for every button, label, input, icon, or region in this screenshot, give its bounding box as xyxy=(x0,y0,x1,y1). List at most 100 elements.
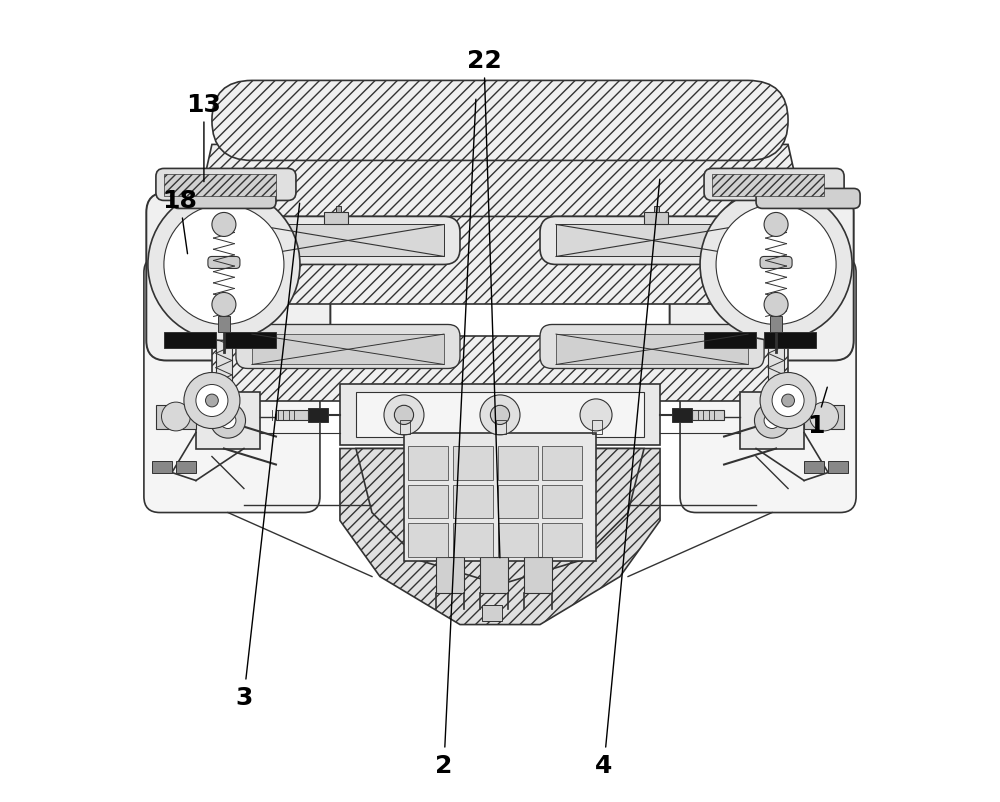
FancyBboxPatch shape xyxy=(172,189,276,209)
Bar xyxy=(252,225,444,257)
Bar xyxy=(336,207,341,213)
FancyBboxPatch shape xyxy=(144,257,320,513)
Bar xyxy=(498,523,538,557)
Circle shape xyxy=(164,205,284,325)
Bar xyxy=(498,447,538,480)
Bar xyxy=(453,485,493,518)
Bar xyxy=(340,385,660,445)
FancyBboxPatch shape xyxy=(146,193,330,361)
Bar xyxy=(756,301,796,321)
Text: 18: 18 xyxy=(162,189,197,254)
Bar xyxy=(308,408,328,423)
Circle shape xyxy=(764,293,788,317)
Bar xyxy=(556,225,748,257)
Circle shape xyxy=(212,293,236,317)
Bar xyxy=(436,557,464,593)
Bar xyxy=(712,175,824,197)
Bar xyxy=(654,207,659,213)
Bar xyxy=(764,333,816,349)
Bar xyxy=(196,393,260,449)
Circle shape xyxy=(162,403,190,431)
Polygon shape xyxy=(196,145,804,217)
Text: 13: 13 xyxy=(186,93,221,182)
Bar xyxy=(156,405,196,429)
Bar xyxy=(770,265,782,305)
FancyBboxPatch shape xyxy=(236,217,460,265)
Bar xyxy=(176,461,196,473)
Circle shape xyxy=(754,403,790,439)
Bar xyxy=(408,447,448,480)
Bar xyxy=(496,420,506,435)
Bar xyxy=(408,523,448,557)
Bar xyxy=(480,557,508,593)
Circle shape xyxy=(764,413,780,429)
Bar xyxy=(828,461,848,473)
Polygon shape xyxy=(196,217,804,305)
Circle shape xyxy=(212,213,236,237)
FancyBboxPatch shape xyxy=(704,169,844,201)
FancyBboxPatch shape xyxy=(670,193,854,361)
Bar xyxy=(152,461,172,473)
Bar xyxy=(592,420,602,435)
Bar xyxy=(276,411,308,420)
Text: 4: 4 xyxy=(595,180,660,776)
FancyBboxPatch shape xyxy=(680,257,856,513)
Bar xyxy=(252,334,444,365)
Circle shape xyxy=(394,406,414,425)
Circle shape xyxy=(196,385,228,417)
Bar xyxy=(740,393,804,449)
FancyBboxPatch shape xyxy=(540,325,764,369)
Polygon shape xyxy=(356,449,644,585)
Bar xyxy=(770,317,782,333)
Circle shape xyxy=(760,373,816,429)
Bar xyxy=(164,175,276,197)
Circle shape xyxy=(700,189,852,341)
Bar xyxy=(542,485,582,518)
Circle shape xyxy=(220,413,236,429)
Polygon shape xyxy=(340,449,660,625)
Bar xyxy=(164,333,216,349)
Bar xyxy=(453,523,493,557)
Circle shape xyxy=(764,213,788,237)
Bar xyxy=(216,297,232,401)
Circle shape xyxy=(772,385,804,417)
Bar xyxy=(453,447,493,480)
FancyBboxPatch shape xyxy=(540,217,764,265)
FancyBboxPatch shape xyxy=(756,189,860,209)
Text: 22: 22 xyxy=(467,50,501,558)
Bar xyxy=(218,265,230,305)
Circle shape xyxy=(716,205,836,325)
Bar xyxy=(408,485,448,518)
Bar xyxy=(400,420,410,435)
Bar xyxy=(692,411,724,420)
Bar xyxy=(218,317,230,333)
Bar xyxy=(704,333,756,349)
Circle shape xyxy=(206,395,218,407)
Text: 1: 1 xyxy=(807,387,827,437)
FancyBboxPatch shape xyxy=(156,169,296,201)
Bar xyxy=(804,405,844,429)
FancyBboxPatch shape xyxy=(212,81,788,161)
Text: 2: 2 xyxy=(435,100,476,776)
Circle shape xyxy=(148,189,300,341)
Circle shape xyxy=(490,406,510,425)
Bar xyxy=(542,447,582,480)
Bar xyxy=(356,393,644,437)
Bar xyxy=(404,433,596,561)
Circle shape xyxy=(580,399,612,431)
Circle shape xyxy=(210,403,246,439)
Bar xyxy=(204,301,244,321)
Bar xyxy=(644,213,668,225)
Bar xyxy=(672,408,692,423)
FancyBboxPatch shape xyxy=(760,257,792,269)
Circle shape xyxy=(782,395,794,407)
Bar xyxy=(498,485,538,518)
FancyBboxPatch shape xyxy=(236,325,460,369)
Circle shape xyxy=(810,403,838,431)
Bar xyxy=(556,334,748,365)
Bar xyxy=(768,297,784,401)
FancyBboxPatch shape xyxy=(208,257,240,269)
Bar xyxy=(542,523,582,557)
Circle shape xyxy=(480,395,520,435)
Circle shape xyxy=(384,395,424,435)
